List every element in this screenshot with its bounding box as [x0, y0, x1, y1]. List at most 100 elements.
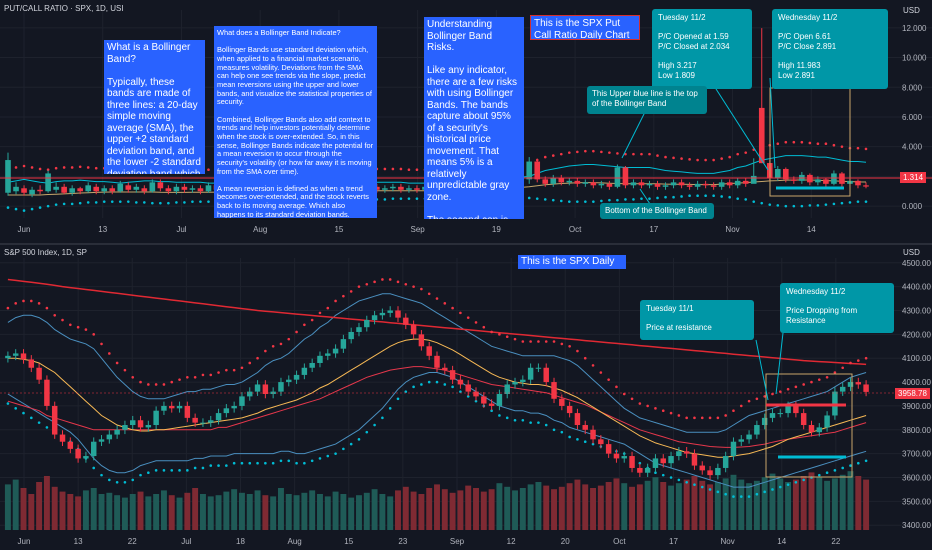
- candle-body: [465, 384, 471, 392]
- candle-body: [45, 173, 51, 192]
- resistance-dot: [608, 151, 611, 154]
- lower-bollinger-dot: [576, 200, 579, 203]
- resistance-dot: [201, 373, 205, 377]
- support-dot: [833, 469, 837, 472]
- lower-bollinger-dot: [776, 204, 780, 207]
- candle-body: [125, 185, 132, 190]
- resistance-dot: [388, 278, 392, 281]
- candle-body: [247, 391, 253, 397]
- support-dot: [381, 416, 384, 420]
- candle-body: [791, 179, 797, 181]
- volume-bar: [613, 478, 620, 530]
- candle-body: [686, 185, 693, 187]
- y-tick-label: 12.000: [902, 24, 927, 33]
- bottom-currency-label: USD: [903, 248, 920, 257]
- candle-body: [332, 348, 339, 354]
- support-dot: [849, 464, 852, 467]
- volume-bar: [769, 473, 776, 530]
- candle-body: [638, 182, 645, 186]
- resistance-dot: [217, 371, 220, 374]
- resistance-dot: [832, 143, 836, 147]
- resistance-dot: [232, 368, 236, 372]
- resistance-dot: [383, 167, 387, 171]
- volume-bar: [129, 494, 136, 530]
- lower-bollinger-dot: [680, 195, 683, 198]
- resistance-dot: [22, 299, 25, 303]
- candle-body: [782, 168, 789, 180]
- lower-bollinger-dot: [175, 201, 178, 204]
- candle-body: [406, 188, 412, 190]
- volume-bar: [660, 482, 667, 530]
- x-tick-label: 23: [398, 537, 407, 546]
- resistance-dot: [592, 149, 595, 153]
- candle-body: [340, 339, 347, 349]
- resistance-dot: [640, 152, 643, 156]
- candle-body: [662, 185, 669, 187]
- candle-body: [702, 183, 709, 186]
- volume-bar: [512, 490, 518, 530]
- lower-bollinger-dot: [183, 201, 186, 204]
- y-tick-label: 8.000: [902, 83, 923, 92]
- candle-body: [231, 405, 237, 409]
- resistance-dot: [576, 150, 579, 154]
- support-dot: [287, 459, 291, 463]
- volume-bar: [753, 480, 760, 530]
- support-dot: [123, 480, 127, 484]
- support-dot: [498, 414, 501, 417]
- lower-bollinger-dot: [832, 202, 836, 206]
- volume-bar: [75, 496, 82, 530]
- volume-bar: [387, 496, 394, 530]
- volume-bar: [262, 495, 269, 530]
- resistance-dot: [139, 380, 142, 384]
- resistance-dot: [6, 306, 10, 310]
- resistance-dot: [747, 399, 751, 403]
- x-tick-label: Jul: [181, 537, 191, 546]
- resistance-dot: [415, 168, 419, 172]
- lower-bollinger-line: [7, 372, 867, 488]
- candle-body: [738, 439, 745, 442]
- support-dot: [147, 471, 150, 475]
- candle-body: [622, 167, 629, 186]
- y-tick-label: 4.000: [902, 143, 923, 152]
- resistance-dot: [784, 140, 788, 144]
- resistance-dot: [656, 154, 659, 157]
- pointer-line: [769, 77, 776, 169]
- resistance-dot: [37, 302, 41, 305]
- support-dot: [388, 407, 392, 410]
- support-dot: [552, 428, 556, 432]
- candle-body: [496, 394, 503, 406]
- focus-box: [765, 373, 853, 478]
- upper-bollinger-line: [7, 293, 867, 433]
- pointer-line: [639, 188, 651, 205]
- x-tick-label: 14: [807, 225, 816, 234]
- pointer-line: [775, 332, 784, 395]
- volume-bar: [28, 494, 35, 530]
- volume-bar: [551, 489, 557, 530]
- candle-body: [200, 422, 206, 424]
- support-dot: [334, 452, 337, 455]
- volume-bar: [644, 480, 651, 530]
- candle-body: [670, 182, 677, 186]
- lower-bollinger-dot: [559, 199, 563, 203]
- resistance-dot: [318, 311, 322, 315]
- support-dot: [256, 461, 259, 465]
- candle-body: [93, 186, 100, 192]
- candle-body: [481, 396, 487, 404]
- candle-body: [239, 396, 245, 406]
- candle-body: [855, 180, 861, 186]
- lower-bollinger-dot: [527, 196, 531, 200]
- resistance-dot: [607, 378, 610, 381]
- support-dot: [92, 466, 96, 470]
- support-dot: [451, 385, 454, 389]
- resistance-dot: [560, 342, 564, 346]
- support-dot: [295, 461, 298, 465]
- volume-bar: [137, 491, 144, 530]
- resistance-dot: [69, 323, 72, 327]
- volume-bar: [59, 491, 66, 530]
- volume-bar: [527, 484, 534, 530]
- volume-bar: [605, 482, 612, 530]
- lower-bollinger-dot: [584, 200, 587, 203]
- resistance-dot: [732, 409, 735, 413]
- support-dot: [178, 469, 181, 472]
- x-tick-label: 22: [831, 537, 840, 546]
